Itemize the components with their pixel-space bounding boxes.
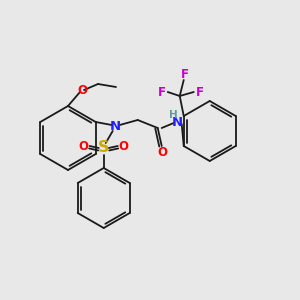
- Text: O: O: [79, 140, 89, 152]
- Text: O: O: [158, 146, 168, 160]
- Text: H: H: [169, 110, 178, 120]
- Text: O: O: [77, 85, 87, 98]
- Text: F: F: [181, 68, 189, 80]
- Text: F: F: [158, 85, 166, 98]
- Text: N: N: [110, 119, 121, 133]
- Text: O: O: [119, 140, 129, 152]
- Text: S: S: [98, 140, 110, 155]
- Text: N: N: [172, 116, 183, 130]
- Text: F: F: [196, 85, 204, 98]
